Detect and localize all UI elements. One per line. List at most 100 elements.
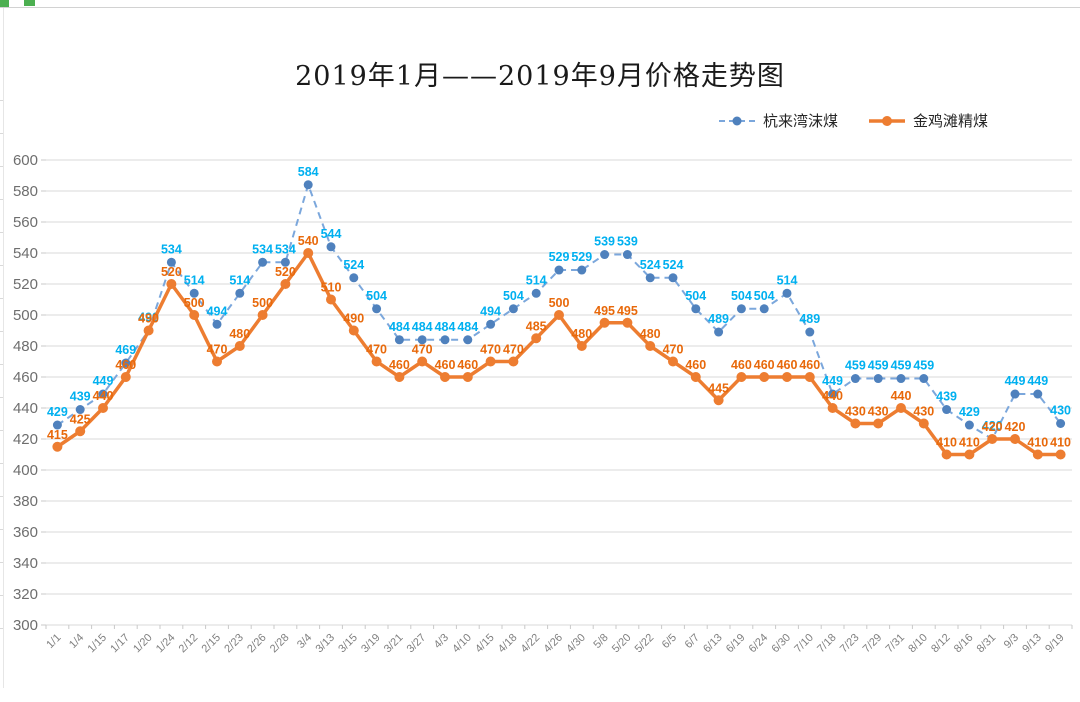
data-point[interactable] xyxy=(714,327,724,337)
data-point[interactable] xyxy=(234,341,245,351)
data-point[interactable] xyxy=(600,250,610,260)
data-point[interactable] xyxy=(782,372,792,382)
data-point[interactable] xyxy=(576,341,587,351)
data-point[interactable] xyxy=(440,335,450,345)
data-point[interactable] xyxy=(919,374,929,384)
data-point[interactable] xyxy=(599,317,610,328)
data-point[interactable] xyxy=(417,335,427,345)
data-point[interactable] xyxy=(486,319,496,329)
data-point[interactable] xyxy=(941,449,952,460)
data-point[interactable] xyxy=(348,325,359,336)
data-point[interactable] xyxy=(850,418,861,429)
data-point[interactable] xyxy=(896,403,906,413)
data-point[interactable] xyxy=(98,389,108,399)
data-point[interactable] xyxy=(280,257,290,267)
data-point[interactable] xyxy=(52,441,63,452)
data-point[interactable] xyxy=(736,372,747,382)
series-line[interactable] xyxy=(56,183,1062,440)
data-point[interactable] xyxy=(668,273,678,283)
data-point[interactable] xyxy=(1055,449,1066,460)
data-point[interactable] xyxy=(805,327,815,337)
data-point[interactable] xyxy=(394,335,404,345)
data-point[interactable] xyxy=(349,273,359,283)
data-point[interactable] xyxy=(1056,419,1066,428)
data-label: 459 xyxy=(845,359,866,373)
data-point[interactable] xyxy=(531,288,541,298)
data-point[interactable] xyxy=(1032,449,1043,460)
legend-item-1[interactable]: 杭来湾沫煤 xyxy=(718,110,838,131)
data-point[interactable] xyxy=(690,372,701,382)
data-point[interactable] xyxy=(622,317,633,328)
data-point[interactable] xyxy=(759,304,769,314)
data-point[interactable] xyxy=(303,248,314,258)
data-point[interactable] xyxy=(554,265,564,275)
data-point[interactable] xyxy=(850,374,860,384)
data-point[interactable] xyxy=(394,372,405,382)
data-point[interactable] xyxy=(987,434,998,444)
data-point[interactable] xyxy=(782,288,792,298)
data-point[interactable] xyxy=(462,372,473,382)
data-point[interactable] xyxy=(75,426,86,437)
data-point[interactable] xyxy=(645,273,655,283)
data-point[interactable] xyxy=(280,279,291,289)
data-point[interactable] xyxy=(964,420,974,430)
data-point[interactable] xyxy=(371,356,382,367)
data-point[interactable] xyxy=(235,288,245,298)
data-point[interactable] xyxy=(554,310,564,320)
data-point[interactable] xyxy=(440,372,450,382)
data-point[interactable] xyxy=(121,358,131,368)
data-label: 469 xyxy=(115,343,136,357)
data-point[interactable] xyxy=(1010,434,1020,444)
data-point[interactable] xyxy=(98,403,108,413)
data-point[interactable] xyxy=(873,374,883,384)
data-point[interactable] xyxy=(258,257,268,267)
data-point[interactable] xyxy=(508,356,519,367)
data-point[interactable] xyxy=(668,356,678,367)
data-point[interactable] xyxy=(873,418,884,429)
data-point[interactable] xyxy=(896,374,906,384)
data-point[interactable] xyxy=(372,304,382,314)
data-point[interactable] xyxy=(52,420,62,430)
legend-item-2[interactable]: 金鸡滩精煤 xyxy=(868,110,988,131)
data-point[interactable] xyxy=(212,319,222,329)
data-point[interactable] xyxy=(828,389,838,399)
data-point[interactable] xyxy=(964,449,975,460)
data-point[interactable] xyxy=(417,356,428,367)
data-point[interactable] xyxy=(166,279,177,289)
data-label: 440 xyxy=(822,389,843,403)
data-point[interactable] xyxy=(166,257,176,267)
data-point[interactable] xyxy=(827,403,838,413)
data-point[interactable] xyxy=(577,265,587,275)
data-point[interactable] xyxy=(1033,389,1043,399)
data-label: 485 xyxy=(526,319,547,333)
data-point[interactable] xyxy=(120,372,131,382)
data-point[interactable] xyxy=(303,180,313,190)
data-point[interactable] xyxy=(508,304,518,314)
series-2[interactable]: 4154254404604905205004704805005205405104… xyxy=(47,234,1071,460)
data-point[interactable] xyxy=(189,288,199,298)
data-label: 420 xyxy=(982,420,1003,434)
data-point[interactable] xyxy=(326,294,336,305)
data-point[interactable] xyxy=(713,395,724,406)
data-point[interactable] xyxy=(143,325,154,336)
data-point[interactable] xyxy=(257,310,268,320)
data-point[interactable] xyxy=(736,304,746,314)
data-point[interactable] xyxy=(918,418,929,429)
data-point[interactable] xyxy=(485,356,496,367)
data-point[interactable] xyxy=(804,372,815,382)
data-point[interactable] xyxy=(531,333,542,344)
data-point[interactable] xyxy=(942,405,952,415)
data-point[interactable] xyxy=(212,356,222,367)
data-point[interactable] xyxy=(1010,389,1020,399)
data-label: 430 xyxy=(845,405,866,419)
data-point[interactable] xyxy=(75,405,85,415)
data-point[interactable] xyxy=(645,341,656,351)
data-point[interactable] xyxy=(691,304,701,314)
data-point[interactable] xyxy=(189,310,200,320)
data-point[interactable] xyxy=(326,242,336,252)
data-point[interactable] xyxy=(622,250,632,260)
data-point[interactable] xyxy=(759,372,770,382)
data-point[interactable] xyxy=(463,335,473,345)
